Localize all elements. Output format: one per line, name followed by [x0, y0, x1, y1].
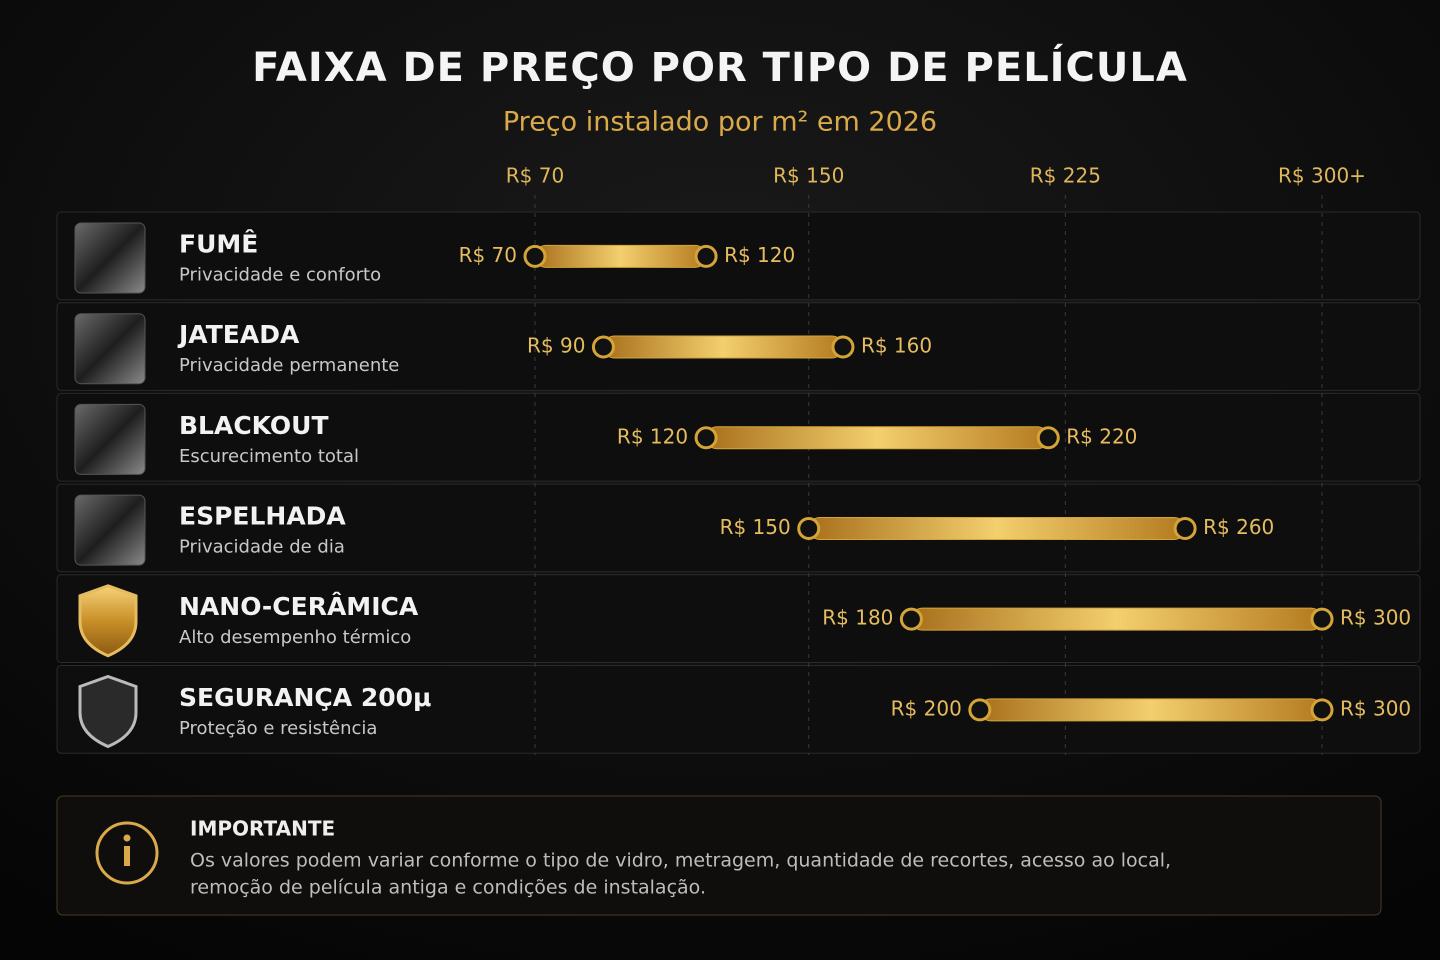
category-description: Escurecimento total [179, 446, 359, 467]
info-icon-stem [124, 846, 130, 866]
x-tick-label: R$ 150 [773, 164, 844, 188]
shield-icon [78, 674, 138, 749]
category-description: Alto desempenho térmico [179, 627, 411, 648]
film-icon [74, 222, 146, 294]
range-bar [602, 335, 844, 359]
value-label: R$ 150 [720, 515, 791, 539]
category-description: Privacidade permanente [179, 355, 399, 376]
range-low-dot [899, 607, 923, 631]
chart-title: FAIXA DE PREÇO POR TIPO DE PELÍCULA [252, 43, 1188, 91]
range-low-dot [968, 698, 992, 722]
shield-icon [78, 584, 138, 658]
x-tick-label: R$ 225 [1030, 164, 1101, 188]
range-high-dot [1310, 698, 1334, 722]
value-label: R$ 120 [617, 424, 688, 448]
value-label: R$ 260 [1203, 515, 1274, 539]
range-bar [910, 607, 1323, 631]
note-text: Os valores podem variar conforme o tipo … [190, 850, 1171, 872]
film-icon [74, 313, 146, 385]
note-box: IMPORTANTE Os valores podem variar confo… [56, 795, 1382, 916]
info-icon [95, 821, 159, 885]
range-low-dot [591, 335, 615, 359]
range-low-dot [797, 516, 821, 540]
note-text: remoção de película antiga e condições d… [190, 877, 706, 899]
range-high-dot [1036, 426, 1060, 450]
range-bar [705, 426, 1049, 450]
value-label: R$ 300 [1340, 696, 1411, 720]
row-frame [56, 211, 1421, 301]
value-label: R$ 180 [822, 606, 893, 630]
value-label: R$ 220 [1066, 424, 1137, 448]
note-title: IMPORTANTE [190, 817, 335, 841]
category-name: ESPELHADA [179, 501, 346, 530]
film-icon [74, 403, 146, 475]
info-icon-dot [123, 834, 131, 842]
range-low-dot [523, 244, 547, 268]
category-name: SEGURANÇA 200μ [179, 683, 431, 712]
range-bar [979, 698, 1323, 722]
range-bar [808, 516, 1186, 540]
value-label: R$ 90 [527, 334, 585, 358]
category-description: Privacidade e conforto [179, 264, 381, 285]
x-tick-label: R$ 70 [506, 164, 564, 188]
note-frame [56, 795, 1382, 916]
value-label: R$ 70 [459, 243, 517, 267]
category-name: BLACKOUT [179, 411, 329, 440]
range-bar [534, 244, 707, 268]
range-high-dot [1173, 516, 1197, 540]
film-icon [74, 494, 146, 566]
range-low-dot [694, 426, 718, 450]
row-frame [56, 483, 1421, 573]
category-description: Privacidade de dia [179, 536, 345, 557]
category-name: NANO-CERÂMICA [179, 592, 419, 621]
range-high-dot [831, 335, 855, 359]
category-description: Proteção e resistência [179, 718, 377, 739]
range-high-dot [694, 244, 718, 268]
row-frame [56, 574, 1421, 663]
x-tick-label: R$ 300+ [1278, 164, 1366, 188]
chart-subtitle: Preço instalado por m² em 2026 [503, 107, 937, 138]
value-label: R$ 300 [1340, 606, 1411, 630]
category-name: JATEADA [177, 320, 300, 349]
value-label: R$ 120 [724, 243, 795, 267]
value-label: R$ 160 [861, 334, 932, 358]
category-name: FUMÊ [179, 229, 258, 258]
value-label: R$ 200 [891, 696, 962, 720]
row-frame [56, 665, 1421, 754]
range-high-dot [1310, 607, 1334, 631]
